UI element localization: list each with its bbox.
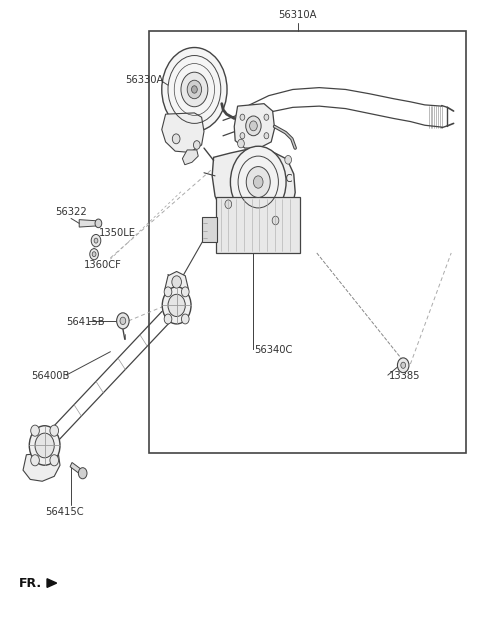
Polygon shape [182,150,198,165]
Text: 56415C: 56415C [46,507,84,517]
Circle shape [264,133,269,139]
Circle shape [240,114,245,120]
Circle shape [31,455,39,466]
Circle shape [91,234,101,247]
Circle shape [172,276,181,288]
Text: 13385: 13385 [389,371,420,381]
Text: 56340C: 56340C [254,346,293,355]
Circle shape [172,134,180,144]
Polygon shape [234,104,275,148]
Circle shape [225,200,232,209]
Circle shape [187,80,202,99]
Text: 56400B: 56400B [31,371,70,381]
Circle shape [285,155,291,164]
Circle shape [168,294,185,317]
Circle shape [181,72,208,107]
Text: 56310A: 56310A [278,10,317,20]
Circle shape [181,314,189,324]
Circle shape [164,287,172,297]
Polygon shape [162,113,204,152]
Circle shape [240,133,245,139]
Polygon shape [79,220,98,227]
Circle shape [397,358,409,373]
Circle shape [162,287,191,324]
Circle shape [50,455,59,466]
Circle shape [230,146,286,218]
Circle shape [94,238,98,243]
Text: 1360CF: 1360CF [84,260,122,270]
Circle shape [35,433,54,458]
Bar [216,197,300,253]
Text: 56390C: 56390C [254,174,293,184]
Circle shape [246,116,261,136]
Circle shape [250,121,257,131]
Polygon shape [70,463,84,475]
Circle shape [92,252,96,257]
Circle shape [164,314,172,324]
Circle shape [50,425,59,436]
Circle shape [90,249,98,260]
Text: 1350LE: 1350LE [98,228,135,238]
Circle shape [192,86,197,93]
Circle shape [272,216,279,225]
Circle shape [117,313,129,329]
Circle shape [401,362,406,368]
Circle shape [264,114,269,120]
Text: 56415B: 56415B [66,317,105,327]
Circle shape [120,317,126,325]
Circle shape [246,167,270,197]
Polygon shape [165,271,189,290]
Circle shape [193,141,200,149]
Text: 56322: 56322 [55,207,87,217]
Circle shape [162,48,227,131]
Circle shape [78,468,87,479]
Circle shape [181,287,189,297]
Circle shape [95,219,102,228]
Polygon shape [212,149,295,223]
Circle shape [253,176,263,188]
Circle shape [31,425,39,436]
Text: FR.: FR. [19,576,42,590]
Polygon shape [47,579,57,587]
Bar [149,31,466,453]
Text: 56330A: 56330A [125,75,163,85]
Bar [202,217,217,242]
Circle shape [29,426,60,465]
Circle shape [238,139,244,148]
Polygon shape [23,452,60,481]
